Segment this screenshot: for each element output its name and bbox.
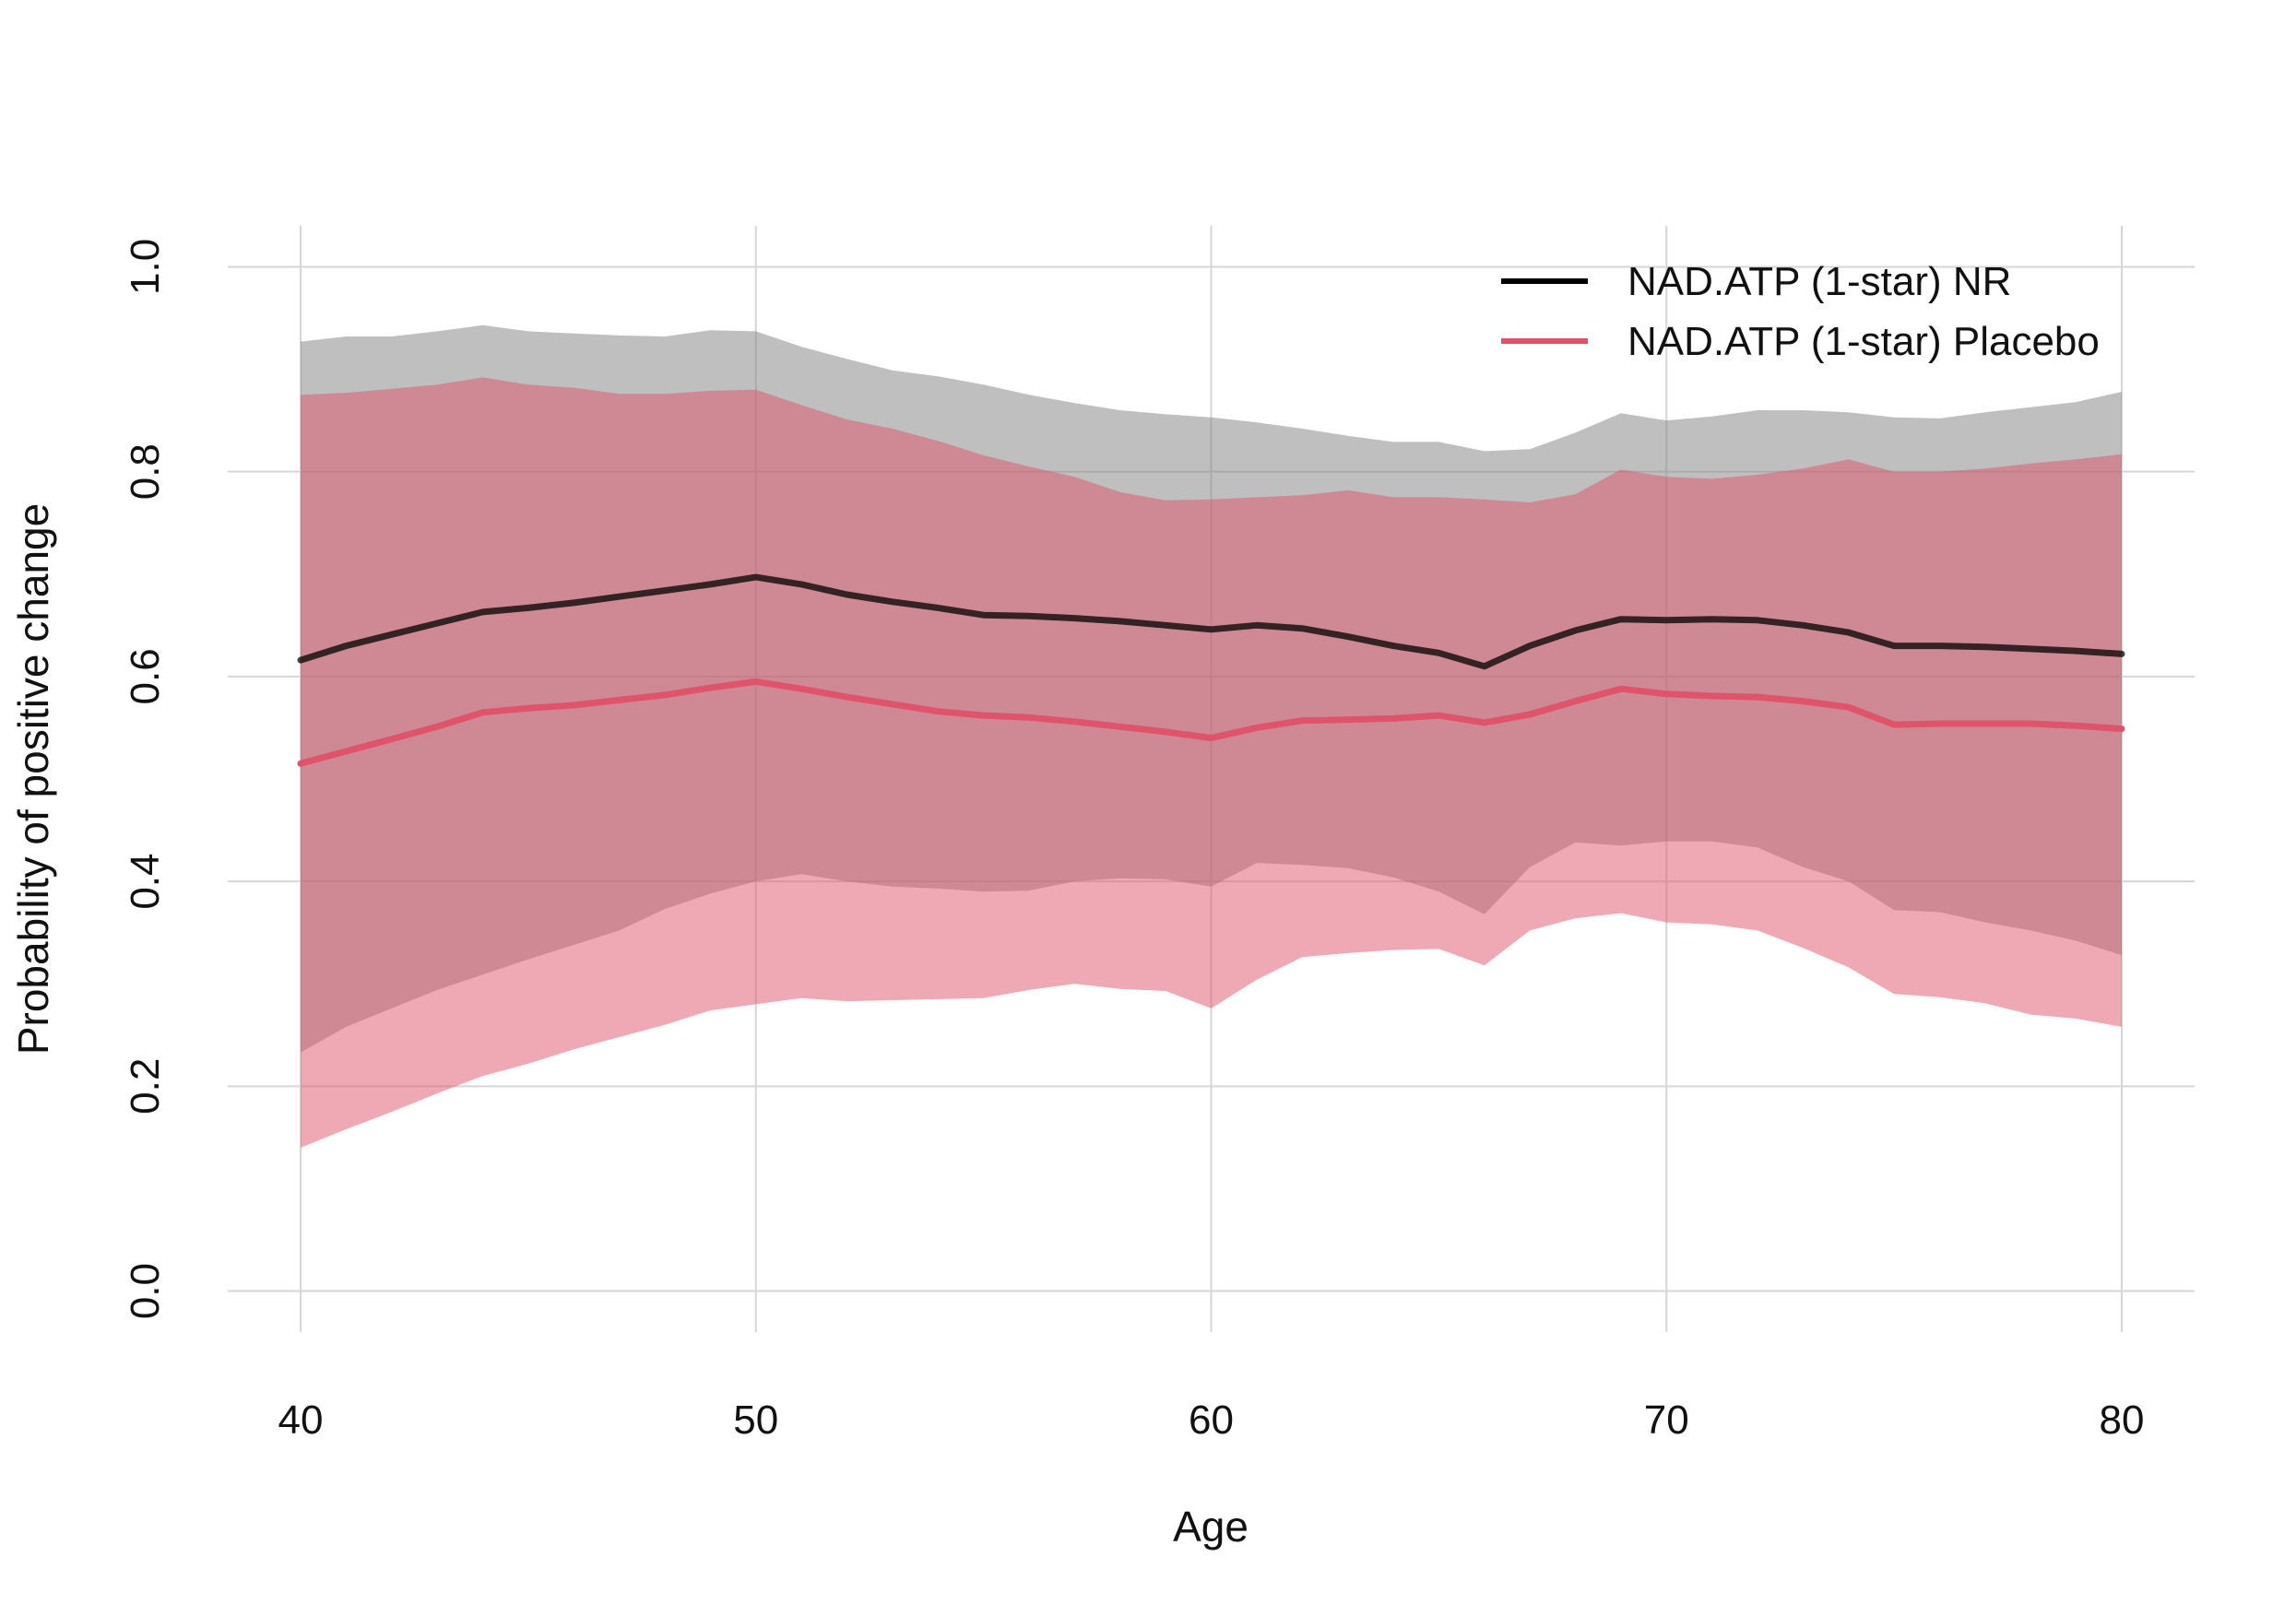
x-tick-label-3: 70 [1644, 1398, 1689, 1443]
y-tick-label-1: 0.2 [123, 1058, 168, 1115]
x-tick-label-4: 80 [2100, 1398, 2145, 1443]
y-tick-label-2: 0.4 [123, 854, 168, 910]
y-tick-label-3: 0.6 [123, 648, 168, 704]
x-tick-label-0: 40 [278, 1398, 324, 1443]
y-tick-label-5: 1.0 [123, 239, 168, 295]
confidence-band-1 [301, 377, 2122, 1148]
legend-label-nr: NAD.ATP (1-star) NR [1627, 259, 2011, 304]
legend: NAD.ATP (1-star) NR NAD.ATP (1-star) Pla… [1501, 259, 2100, 364]
legend-label-placebo: NAD.ATP (1-star) Placebo [1627, 319, 2100, 364]
tick-layer: 40 50 60 70 80 0.0 0.2 0.4 0.6 0.8 1.0 [123, 239, 2144, 1443]
band-layer [301, 324, 2122, 1148]
y-tick-label-4: 0.8 [123, 443, 168, 500]
x-tick-label-1: 50 [733, 1398, 778, 1443]
line-layer [297, 573, 2125, 767]
x-tick-label-2: 60 [1189, 1398, 1234, 1443]
y-tick-label-0: 0.0 [123, 1263, 168, 1319]
y-axis-title: Probability of positive change [9, 503, 57, 1055]
x-axis-title: Age [1173, 1503, 1249, 1551]
